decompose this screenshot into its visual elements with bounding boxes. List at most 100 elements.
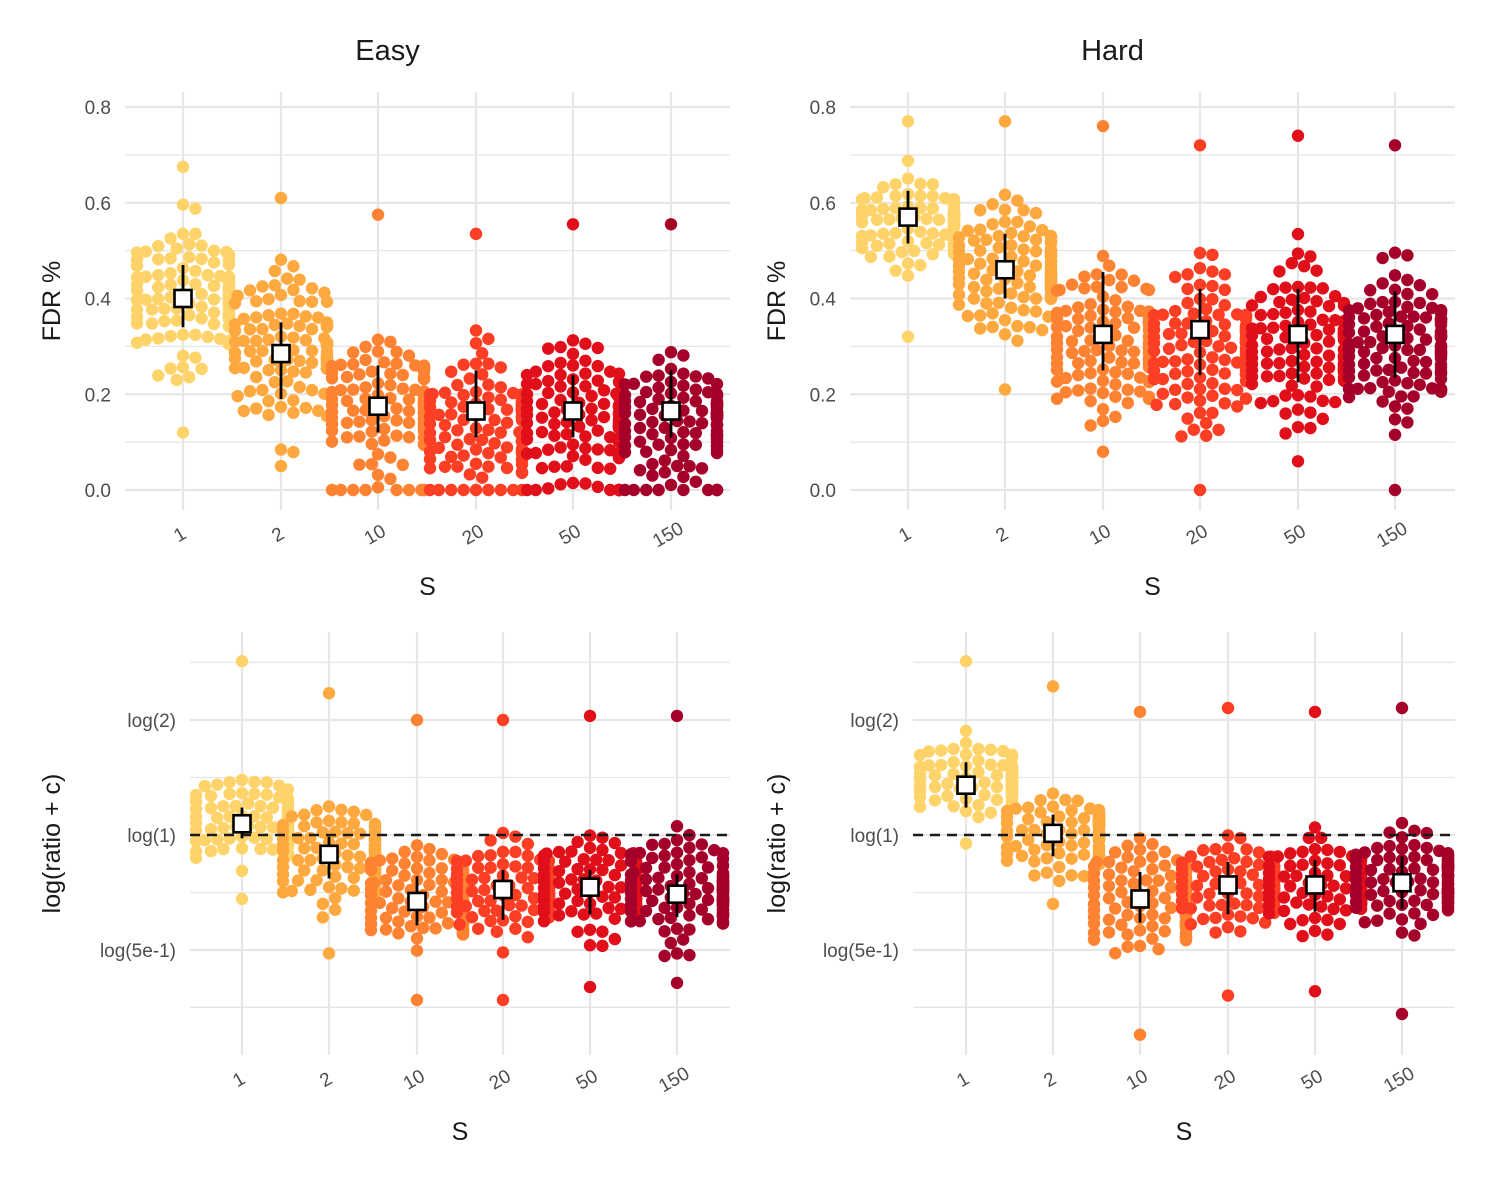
data-point [396, 368, 409, 382]
data-point [1441, 904, 1455, 917]
data-point [1046, 897, 1060, 911]
data-point [608, 868, 621, 882]
x-tick-label: 1 [170, 523, 190, 546]
data-point [305, 356, 319, 369]
data-point [262, 292, 275, 306]
data-point [476, 368, 489, 381]
data-point [371, 333, 385, 346]
data-point [701, 913, 715, 926]
data-point [701, 893, 715, 907]
data-point [1028, 869, 1041, 882]
data-point [1181, 365, 1194, 378]
data-point [664, 478, 678, 492]
data-point [298, 864, 311, 877]
data-point [1298, 372, 1311, 385]
data-point [560, 427, 573, 441]
data-point [1221, 921, 1235, 934]
data-point [591, 359, 604, 373]
data-point [566, 476, 580, 490]
data-point [1262, 907, 1276, 920]
data-point [980, 233, 993, 246]
data-point [379, 911, 393, 925]
data-point [1322, 323, 1336, 336]
data-point [291, 874, 305, 887]
data-point [500, 441, 514, 454]
data-point [1109, 294, 1122, 307]
data-point [1426, 863, 1440, 876]
data-point [1053, 874, 1066, 888]
data-point [243, 284, 257, 297]
data-point [998, 115, 1012, 128]
data-point [371, 468, 385, 482]
data-point [864, 229, 877, 242]
data-point [1333, 859, 1347, 872]
data-point [928, 794, 942, 807]
data-point [608, 912, 621, 925]
data-point [559, 887, 572, 900]
data-point [457, 388, 470, 402]
data-point [535, 461, 549, 475]
data-point [390, 483, 403, 497]
data-point [392, 927, 405, 940]
data-point [1377, 884, 1390, 898]
data-point [1302, 898, 1316, 911]
data-point [1017, 204, 1030, 217]
data-point [130, 317, 144, 330]
data-point [1158, 912, 1172, 925]
data-point [305, 322, 319, 336]
data-point [1388, 246, 1402, 259]
median-marker [1218, 875, 1238, 895]
data-point [1285, 256, 1299, 270]
data-point [457, 358, 470, 371]
data-point [445, 396, 458, 409]
data-point [152, 369, 165, 382]
data-point [646, 402, 659, 416]
data-point [1370, 320, 1383, 333]
data-point [1376, 395, 1389, 408]
data-point [1102, 913, 1116, 926]
data-point [1419, 311, 1433, 324]
data-point [974, 257, 987, 270]
data-point [1179, 933, 1193, 947]
data-point [1273, 265, 1286, 278]
data-point [1015, 823, 1029, 837]
data-point [274, 307, 288, 320]
data-point [435, 873, 448, 887]
data-point [639, 873, 653, 886]
data-point [1181, 268, 1194, 281]
data-point [274, 253, 288, 266]
data-point [1046, 800, 1060, 813]
y-tick-label: log(1) [127, 826, 176, 847]
data-point [1011, 334, 1024, 347]
data-point [1364, 335, 1377, 349]
data-point [347, 837, 360, 851]
data-point [1302, 831, 1316, 845]
data-point [640, 445, 653, 459]
data-point [1121, 367, 1135, 381]
data-point [571, 925, 584, 938]
data-point [1127, 345, 1141, 358]
data-point [320, 295, 334, 308]
data-point [1072, 312, 1085, 326]
data-point [1420, 898, 1434, 912]
data-point [1419, 367, 1433, 380]
data-point [521, 861, 534, 874]
data-point [281, 783, 295, 796]
data-point [1121, 300, 1135, 313]
data-point [527, 872, 541, 885]
data-point [402, 431, 416, 444]
data-point [1388, 413, 1402, 426]
data-point [293, 294, 306, 308]
data-point [961, 309, 974, 323]
data-point [130, 284, 144, 297]
data-point [1273, 369, 1286, 383]
data-point [1342, 390, 1356, 404]
median-marker [493, 879, 513, 900]
y-tick-label: log(2) [850, 711, 899, 732]
data-point [465, 873, 479, 886]
data-point [1291, 389, 1305, 402]
data-point [1096, 249, 1110, 263]
data-point [423, 842, 436, 856]
data-point [1133, 1028, 1147, 1041]
data-point [585, 389, 598, 403]
